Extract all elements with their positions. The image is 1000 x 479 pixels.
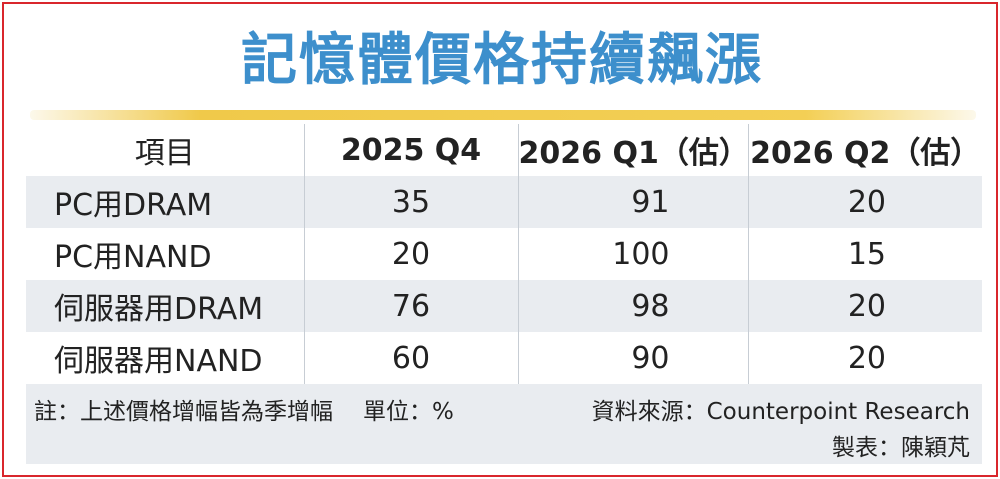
table-row: PC用DRAM 35 91 20: [26, 176, 982, 228]
maker-credit: 製表：陳穎芃: [832, 435, 970, 461]
page-title: 記憶體價格持續飆漲: [241, 28, 763, 93]
cell-value: 35: [303, 176, 518, 228]
cell-value: 15: [747, 228, 982, 280]
row-label: PC用NAND: [26, 228, 304, 280]
row-label: 伺服器用DRAM: [26, 280, 304, 332]
table-row: PC用NAND 20 100 15: [26, 228, 982, 280]
cell-value: 76: [303, 280, 518, 332]
header-2026-q2: 2026 Q2（估）: [747, 124, 982, 176]
cell-value: 91: [517, 176, 748, 228]
footer-notes: 註：上述價格增幅皆為季增幅 單位：% 資料來源：Counterpoint Rese…: [26, 384, 982, 464]
table-row: 伺服器用NAND 60 90 20: [26, 332, 982, 384]
cell-value: 98: [517, 280, 748, 332]
header-item: 項目: [134, 136, 195, 171]
table-header-row: 項目 2025 Q4 2026 Q1（估） 2026 Q2（估）: [26, 124, 982, 176]
table-row: 伺服器用DRAM 76 98 20: [26, 280, 982, 332]
header-2026-q1: 2026 Q1（估）: [517, 124, 749, 176]
cell-value: 20: [303, 228, 518, 280]
price-table: 項目 2025 Q4 2026 Q1（估） 2026 Q2（估） PC用DRAM…: [26, 124, 982, 384]
cell-value: 100: [517, 228, 748, 280]
cell-value: 90: [517, 332, 748, 384]
footnote-text: 註：上述價格增幅皆為季增幅: [34, 399, 333, 425]
cell-value: 20: [747, 332, 982, 384]
row-label: 伺服器用NAND: [26, 332, 304, 384]
unit-label: 單位：%: [363, 399, 454, 425]
cell-value: 20: [747, 176, 982, 228]
header-2025-q4: 2025 Q4: [303, 124, 518, 176]
cell-value: 60: [303, 332, 518, 384]
title-divider: [30, 110, 976, 120]
source-credit: 資料來源：Counterpoint Research: [591, 399, 970, 425]
cell-value: 20: [747, 280, 982, 332]
row-label: PC用DRAM: [26, 176, 304, 228]
footnote: 註：上述價格增幅皆為季增幅 單位：%: [34, 392, 454, 426]
